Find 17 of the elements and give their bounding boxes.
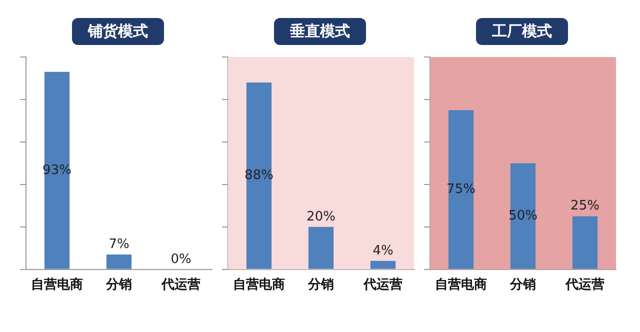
x-tick-label: 自营电商	[31, 276, 83, 293]
x-tick-label: 分销	[105, 278, 132, 293]
data-label: 0%	[170, 252, 192, 267]
x-tick-label: 代运营	[362, 276, 402, 293]
data-label: 7%	[108, 236, 130, 252]
x-tick-label: 自营电商	[233, 276, 285, 293]
x-tick-label: 代运营	[160, 276, 200, 293]
data-label: 25%	[570, 198, 600, 214]
x-tick-label: 自营电商	[435, 276, 487, 293]
x-tick-label: 分销	[307, 278, 334, 293]
chart-title: 铺货模式	[72, 18, 164, 45]
x-tick-label: 代运营	[564, 276, 604, 293]
chart-title: 工厂模式	[476, 18, 568, 45]
chart-title: 垂直模式	[274, 18, 366, 45]
data-label: 20%	[306, 209, 336, 224]
x-tick-label: 分销	[509, 278, 536, 293]
data-label: 4%	[372, 243, 394, 258]
